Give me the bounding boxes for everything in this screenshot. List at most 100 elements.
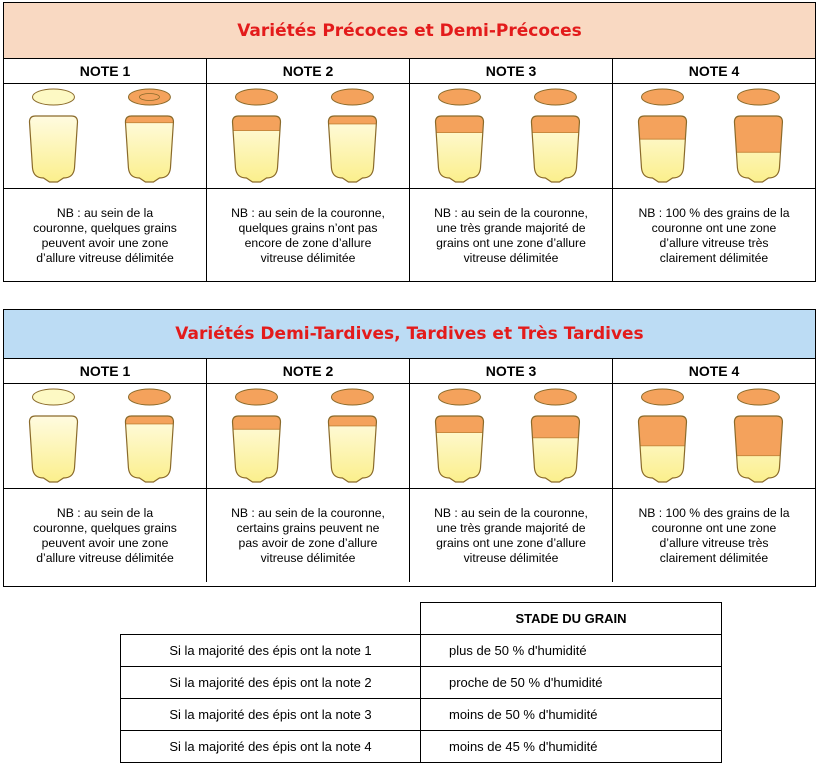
kernel-outline xyxy=(530,115,581,183)
text-line: couronne, quelques grains xyxy=(33,520,177,535)
text-line: vitreuse délimitée xyxy=(463,550,559,565)
grain-illustration xyxy=(613,84,815,189)
note-header: NOTE 3 xyxy=(410,59,612,84)
kernel-starch-zone xyxy=(232,416,281,482)
kernel-outline xyxy=(327,415,378,483)
text-line: d’allure vitreuse très xyxy=(659,535,769,550)
kernel-starch-zone xyxy=(125,116,174,182)
kernel-vitreous-zone xyxy=(328,116,377,124)
note-description: NB : au sein de la couronne, certains gr… xyxy=(207,489,409,582)
kernel-outline xyxy=(733,115,784,183)
table-header-row: STADE DU GRAIN xyxy=(120,602,722,635)
grain-drawing xyxy=(231,388,378,483)
kernel xyxy=(231,88,282,183)
kernel-top-view xyxy=(533,388,577,406)
grain-illustration xyxy=(410,384,612,489)
note-column: NOTE 3 NB : au sein de la couronne, une … xyxy=(409,359,612,582)
kernel-top-view xyxy=(330,88,374,106)
text-line: couronne ont une zone xyxy=(651,220,777,235)
kernel-outline xyxy=(231,415,282,483)
kernel-outline xyxy=(434,415,485,483)
stage-cell: moins de 50 % d'humidité xyxy=(420,698,722,731)
stage-cell: plus de 50 % d'humidité xyxy=(420,634,722,667)
text-line: peuvent avoir une zone xyxy=(41,535,169,550)
kernel-top-view xyxy=(533,88,577,106)
kernel xyxy=(231,388,282,483)
note-column: NOTE 2 NB : au sein de la couronne, cert… xyxy=(206,359,409,582)
kernel-starch-zone xyxy=(125,416,174,482)
condition-cell: Si la majorité des épis ont la note 4 xyxy=(120,730,421,763)
condition-cell: Si la majorité des épis ont la note 1 xyxy=(120,634,421,667)
text-line: d’allure vitreuse très xyxy=(659,235,769,250)
text-line: une très grande majorité de xyxy=(436,520,586,535)
grain-illustration xyxy=(207,384,409,489)
kernel-vitreous-zone xyxy=(531,416,580,438)
kernel-outline xyxy=(434,115,485,183)
text-line: NB : au sein de la couronne, xyxy=(231,205,385,220)
kernel-vitreous-zone xyxy=(328,416,377,426)
kernel-outline xyxy=(530,415,581,483)
text-line: clairement délimitée xyxy=(659,550,769,565)
grain-drawing xyxy=(637,88,784,183)
text-line: pas avoir de zone d’allure xyxy=(238,535,378,550)
kernel-top-view xyxy=(31,388,75,406)
text-line: d’allure vitreuse délimitée xyxy=(36,250,174,265)
note-column: NOTE 1 NB : au sein de la couronne, quel… xyxy=(4,59,206,282)
kernel-outline xyxy=(637,115,688,183)
text-line: grains ont une zone d’allure xyxy=(436,535,586,550)
text-line: vitreuse délimitée xyxy=(260,550,356,565)
kernel-vitreous-zone xyxy=(734,116,783,153)
note-description: NB : au sein de la couronne, quelques gr… xyxy=(4,489,206,582)
section-title: Variétés Demi-Tardives, Tardives et Très… xyxy=(4,310,815,359)
grain-illustration xyxy=(410,84,612,189)
kernel-top-view xyxy=(31,88,75,106)
kernel-vitreous-zone xyxy=(435,416,484,433)
grain-drawing xyxy=(434,88,581,183)
kernel-top-view xyxy=(640,388,684,406)
kernel xyxy=(637,388,688,483)
kernel-outline xyxy=(733,415,784,483)
note-description: NB : 100 % des grains de la couronne ont… xyxy=(613,489,815,582)
table-row: Si la majorité des épis ont la note 2 pr… xyxy=(120,666,722,699)
kernel-vitreous-zone xyxy=(125,416,174,424)
kernel-vitreous-zone xyxy=(638,116,687,140)
kernel-outline xyxy=(231,115,282,183)
kernel-outline xyxy=(327,115,378,183)
kernel xyxy=(733,388,784,483)
note-column: NOTE 3 NB : au sein de la couronne, une … xyxy=(409,59,612,282)
kernel-top-view xyxy=(234,88,278,106)
note-column: NOTE 4 NB : 100 % des grains de la couro… xyxy=(612,359,815,582)
text-line: certains grains peuvent ne xyxy=(236,520,380,535)
note-description: NB : au sein de la couronne, quelques gr… xyxy=(207,189,409,282)
table-row: Si la majorité des épis ont la note 1 pl… xyxy=(120,634,722,667)
note-header: NOTE 2 xyxy=(207,359,409,384)
condition-cell: Si la majorité des épis ont la note 2 xyxy=(120,666,421,699)
kernel-starch-zone xyxy=(29,416,78,482)
note-header: NOTE 1 xyxy=(4,59,206,84)
note-header: NOTE 2 xyxy=(207,59,409,84)
kernel xyxy=(434,388,485,483)
text-line: NB : au sein de la couronne, xyxy=(434,205,588,220)
notes-grid: NOTE 1 NB : au sein de la couronne, quel… xyxy=(4,359,815,582)
kernel-vitreous-zone xyxy=(734,416,783,456)
kernel-starch-zone xyxy=(328,416,377,482)
kernel xyxy=(733,88,784,183)
kernel-outline xyxy=(28,115,79,183)
table-row: Si la majorité des épis ont la note 4 mo… xyxy=(120,730,722,763)
kernel-top-view xyxy=(437,88,481,106)
note-description: NB : au sein de la couronne, une très gr… xyxy=(410,489,612,582)
note-description: NB : au sein de la couronne, quelques gr… xyxy=(4,189,206,282)
note-description: NB : 100 % des grains de la couronne ont… xyxy=(613,189,815,282)
note-header: NOTE 4 xyxy=(613,59,815,84)
note-column: NOTE 1 NB : au sein de la couronne, quel… xyxy=(4,359,206,582)
kernel-top-view xyxy=(437,388,481,406)
text-line: couronne ont une zone xyxy=(651,520,777,535)
kernel xyxy=(637,88,688,183)
text-line: grains ont une zone d’allure xyxy=(436,235,586,250)
kernel xyxy=(530,388,581,483)
text-line: clairement délimitée xyxy=(659,250,769,265)
grain-illustration xyxy=(4,384,206,489)
text-line: NB : au sein de la xyxy=(56,205,154,220)
stage-cell: moins de 45 % d'humidité xyxy=(420,730,722,763)
kernel-vitreous-zone xyxy=(435,116,484,133)
